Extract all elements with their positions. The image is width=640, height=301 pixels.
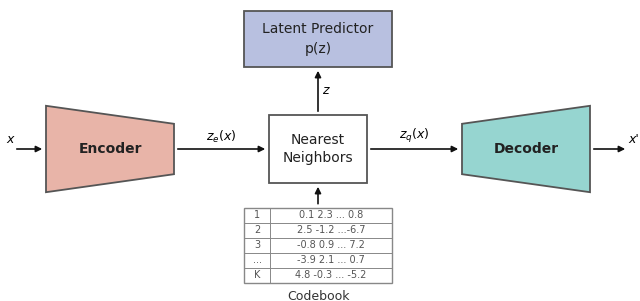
Text: -0.8 0.9 ... 7.2: -0.8 0.9 ... 7.2	[297, 240, 365, 250]
Text: 0.1 2.3 ... 0.8: 0.1 2.3 ... 0.8	[299, 210, 363, 220]
Text: x': x'	[628, 133, 639, 146]
Text: ...: ...	[253, 255, 262, 265]
Text: z: z	[322, 85, 328, 98]
Text: Codebook: Codebook	[287, 290, 349, 301]
Text: K: K	[254, 270, 260, 280]
Text: -3.9 2.1 ... 0.7: -3.9 2.1 ... 0.7	[297, 255, 365, 265]
Text: 4.8 -0.3 ... -5.2: 4.8 -0.3 ... -5.2	[295, 270, 367, 280]
Polygon shape	[46, 106, 174, 192]
Text: 1: 1	[254, 210, 260, 220]
Text: $z_e(x)$: $z_e(x)$	[206, 129, 237, 145]
Text: Encoder: Encoder	[78, 142, 141, 156]
Text: x: x	[6, 133, 13, 146]
Text: Latent Predictor
p(z): Latent Predictor p(z)	[262, 22, 374, 56]
FancyBboxPatch shape	[244, 11, 392, 67]
Text: Decoder: Decoder	[493, 142, 559, 156]
Text: $z_q(x)$: $z_q(x)$	[399, 127, 430, 145]
FancyBboxPatch shape	[244, 207, 392, 283]
Text: 2.5 -1.2 ...-6.7: 2.5 -1.2 ...-6.7	[297, 225, 365, 235]
FancyBboxPatch shape	[269, 115, 367, 183]
Text: Nearest
Neighbors: Nearest Neighbors	[283, 133, 353, 165]
Text: 2: 2	[254, 225, 260, 235]
Text: 3: 3	[254, 240, 260, 250]
Polygon shape	[462, 106, 590, 192]
